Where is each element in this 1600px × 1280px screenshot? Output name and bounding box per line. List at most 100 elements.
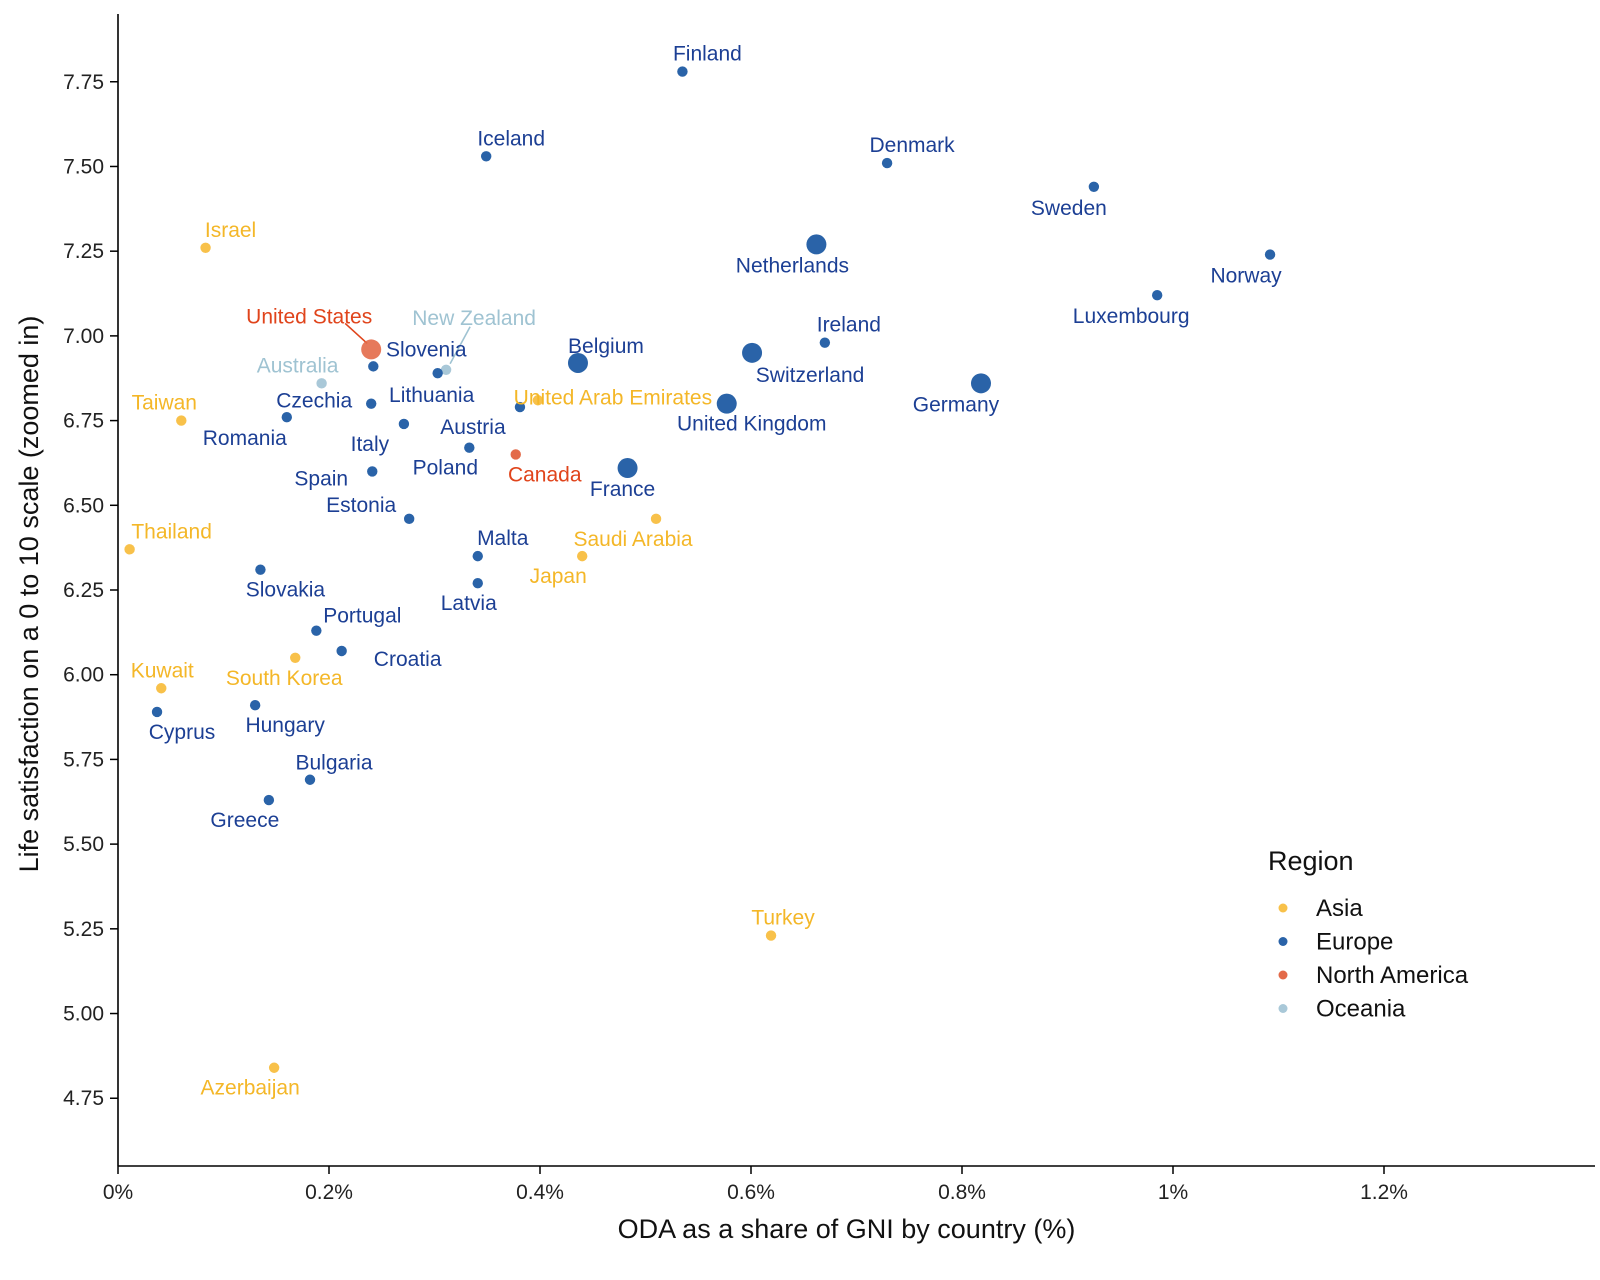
y-tick-label: 5.75 bbox=[63, 748, 104, 771]
label-turkey: Turkey bbox=[751, 907, 815, 930]
label-azerbaijan: Azerbaijan bbox=[201, 1077, 300, 1100]
label-iceland: Iceland bbox=[477, 127, 545, 150]
point-estonia bbox=[403, 513, 415, 525]
y-tick-label: 5.00 bbox=[63, 1003, 104, 1026]
label-cyprus: Cyprus bbox=[149, 721, 216, 744]
legend: Region Asia Europe North America Oceania bbox=[1268, 846, 1469, 1023]
label-united-arab-emirates: United Arab Emirates bbox=[514, 386, 712, 409]
point-croatia bbox=[336, 645, 347, 657]
label-hungary: Hungary bbox=[245, 714, 325, 737]
point-portugal bbox=[311, 625, 322, 636]
x-tick-label: 0.2% bbox=[305, 1181, 353, 1204]
y-tick-label: 6.75 bbox=[63, 410, 104, 433]
label-portugal: Portugal bbox=[323, 605, 401, 628]
point-finland bbox=[677, 66, 688, 77]
point-cyprus bbox=[151, 706, 163, 718]
label-canada: Canada bbox=[508, 463, 582, 486]
point-luxembourg bbox=[1151, 290, 1163, 301]
legend-key-europe bbox=[1278, 937, 1288, 946]
point-thailand bbox=[124, 544, 135, 555]
label-czechia: Czechia bbox=[276, 390, 352, 413]
y-tick-label: 7.25 bbox=[63, 240, 104, 263]
label-finland: Finland bbox=[673, 43, 742, 66]
point-japan bbox=[577, 550, 588, 562]
label-taiwan: Taiwan bbox=[132, 392, 197, 415]
label-australia: Australia bbox=[257, 354, 339, 377]
label-japan: Japan bbox=[530, 565, 587, 588]
legend-label-north-america: North America bbox=[1316, 962, 1469, 989]
label-new-zealand: New Zealand bbox=[412, 307, 536, 330]
point-hungary bbox=[249, 700, 261, 711]
label-romania: Romania bbox=[203, 427, 287, 450]
label-luxembourg: Luxembourg bbox=[1073, 305, 1190, 328]
point-australia bbox=[316, 378, 327, 389]
point-labels: Finland Iceland Denmark Sweden Israel Netherl… bbox=[131, 43, 1282, 1100]
label-united-kingdom: United Kingdom bbox=[677, 413, 826, 436]
legend-label-oceania: Oceania bbox=[1316, 996, 1406, 1023]
label-south-korea: South Korea bbox=[226, 667, 343, 690]
label-slovakia: Slovakia bbox=[246, 579, 326, 602]
label-greece: Greece bbox=[210, 809, 279, 832]
point-united-states bbox=[361, 339, 382, 360]
y-tick-label: 7.75 bbox=[63, 71, 104, 94]
data-points bbox=[124, 66, 1276, 1073]
point-malta bbox=[472, 550, 483, 562]
point-spain bbox=[367, 466, 378, 477]
point-austria bbox=[514, 401, 526, 413]
x-tick-label: 0.8% bbox=[938, 1181, 986, 1204]
label-ireland: Ireland bbox=[817, 314, 881, 337]
label-italy: Italy bbox=[351, 433, 390, 456]
point-azerbaijan bbox=[268, 1062, 280, 1073]
label-germany: Germany bbox=[913, 393, 1000, 416]
label-israel: Israel bbox=[205, 219, 256, 242]
point-united-arab-emirates bbox=[532, 395, 544, 406]
y-axis-title: Life satisfaction on a 0 to 10 scale (zo… bbox=[14, 316, 44, 873]
point-france bbox=[617, 458, 638, 479]
point-south-korea bbox=[290, 652, 301, 663]
point-taiwan bbox=[176, 415, 187, 426]
label-estonia: Estonia bbox=[326, 494, 396, 517]
label-bulgaria: Bulgaria bbox=[295, 752, 372, 775]
point-iceland bbox=[480, 151, 492, 162]
y-tick-label: 5.50 bbox=[63, 833, 104, 856]
point-lithuania bbox=[432, 367, 443, 379]
label-france: France bbox=[590, 478, 655, 501]
point-italy bbox=[398, 418, 410, 430]
point-denmark bbox=[881, 157, 893, 169]
y-tick-label: 7.00 bbox=[63, 325, 104, 348]
point-poland bbox=[464, 442, 475, 453]
point-united-kingdom bbox=[716, 393, 737, 414]
label-belgium: Belgium bbox=[568, 335, 644, 358]
point-ireland bbox=[819, 337, 831, 348]
point-sweden bbox=[1088, 181, 1100, 192]
label-saudi-arabia: Saudi Arabia bbox=[574, 528, 693, 551]
legend-items: Asia Europe North America Oceania bbox=[1278, 895, 1469, 1023]
legend-key-oceania bbox=[1278, 1004, 1288, 1013]
label-united-states: United States bbox=[246, 305, 372, 328]
x-axis-title: ODA as a share of GNI by country (%) bbox=[618, 1214, 1076, 1244]
y-tick-label: 7.50 bbox=[63, 155, 104, 178]
point-latvia bbox=[472, 578, 483, 589]
leader-line-new-zealand bbox=[449, 326, 471, 365]
label-austria: Austria bbox=[440, 416, 506, 439]
point-czechia bbox=[366, 398, 377, 409]
label-kuwait: Kuwait bbox=[131, 659, 194, 682]
x-tick-label: 0% bbox=[103, 1181, 133, 1204]
point-greece bbox=[263, 794, 275, 806]
label-latvia: Latvia bbox=[441, 592, 497, 615]
point-belgium bbox=[567, 352, 588, 373]
leader-line-united-states bbox=[344, 322, 368, 345]
x-tick-label: 0.4% bbox=[516, 1181, 564, 1204]
label-lithuania: Lithuania bbox=[389, 384, 475, 407]
legend-key-asia bbox=[1278, 903, 1288, 913]
label-sweden: Sweden bbox=[1031, 197, 1107, 220]
label-thailand: Thailand bbox=[131, 520, 212, 543]
point-saudi-arabia bbox=[650, 513, 662, 525]
x-axis-ticks: 0% 0.2% 0.4% 0.6% 0.8% 1% 1.2% bbox=[103, 1166, 1408, 1204]
point-kuwait bbox=[156, 683, 167, 694]
y-tick-label: 6.00 bbox=[63, 664, 104, 687]
point-norway bbox=[1264, 249, 1276, 260]
point-slovenia bbox=[368, 361, 379, 372]
y-tick-label: 6.50 bbox=[63, 494, 104, 517]
